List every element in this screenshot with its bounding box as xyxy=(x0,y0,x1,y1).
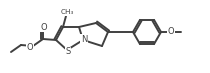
Text: O: O xyxy=(27,42,33,51)
Text: S: S xyxy=(65,48,71,57)
Text: O: O xyxy=(168,28,174,36)
Text: CH₃: CH₃ xyxy=(60,9,74,15)
Text: N: N xyxy=(81,35,87,44)
Text: O: O xyxy=(41,22,47,32)
